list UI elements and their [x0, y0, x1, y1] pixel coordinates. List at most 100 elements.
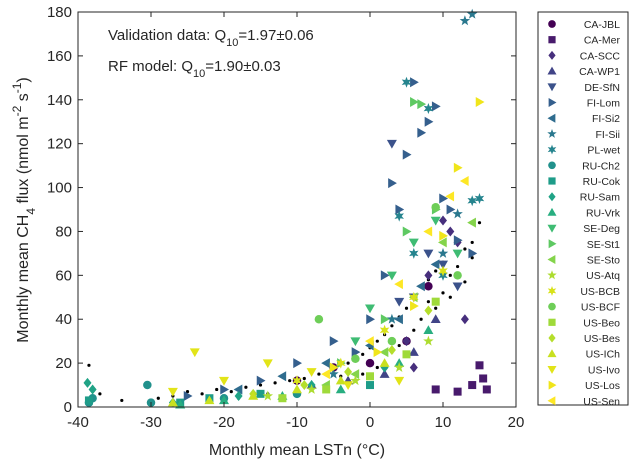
- point-us-atq: [262, 390, 274, 401]
- point-ca-scc: [439, 215, 447, 226]
- rf-model-point: [463, 247, 467, 251]
- legend-label-us-los: US-Los: [585, 380, 620, 392]
- point-ca-mer: [468, 381, 477, 390]
- legend-label-ru-cok: RU-Cok: [583, 176, 621, 188]
- plot-area: [78, 12, 516, 407]
- point-fi-lom: [329, 336, 339, 347]
- legend-label-fi-lom: FI-Lom: [587, 98, 621, 110]
- point-fi-lom: [351, 347, 361, 358]
- x-axis-label: Monthly mean LSTn (°C): [209, 442, 385, 459]
- legend-marker-de-sfn: [547, 83, 557, 92]
- point-se-deg: [452, 249, 463, 259]
- point-fi-lom: [256, 375, 266, 386]
- point-us-bcb: [379, 324, 390, 336]
- point-ca-mer: [453, 387, 462, 396]
- point-us-los: [453, 162, 463, 173]
- point-us-bcf: [387, 336, 397, 346]
- point-fi-lom: [402, 149, 412, 160]
- point-ca-mer: [479, 374, 488, 383]
- point-fi-lom: [380, 270, 390, 281]
- point-us-los: [410, 301, 419, 312]
- point-ca-wp1: [408, 347, 419, 356]
- annotation-validation-q10: Validation data: Q10=1.97±0.06: [108, 27, 314, 49]
- point-de-sfn: [452, 282, 463, 292]
- point-fi-lom: [446, 204, 456, 215]
- point-ca-scc: [409, 362, 418, 373]
- point-us-atq: [306, 383, 317, 394]
- rf-model-point: [361, 352, 365, 356]
- legend-marker-se-deg: [547, 224, 557, 233]
- point-us-sen: [423, 226, 433, 237]
- point-fi-lom: [366, 314, 375, 325]
- point-se-st1: [402, 226, 412, 237]
- x-tick-label: -40: [67, 414, 89, 431]
- point-us-bcb: [292, 375, 302, 387]
- point-ru-sam: [88, 384, 97, 395]
- rf-model-point: [448, 273, 452, 277]
- legend-marker-us-bcf: [548, 302, 556, 311]
- point-ru-vrk: [175, 399, 186, 409]
- point-us-beo: [322, 385, 331, 394]
- rf-model-point: [346, 361, 350, 365]
- point-ca-wp1: [430, 314, 441, 323]
- point-us-ich: [167, 397, 178, 407]
- point-us-ich: [379, 358, 390, 367]
- point-se-st1: [380, 314, 390, 325]
- legend-marker-us-sen: [547, 396, 556, 406]
- point-fi-lom: [410, 77, 419, 88]
- legend-marker-fi-lom: [548, 98, 557, 107]
- legend-label-ca-wp1: CA-WP1: [579, 66, 620, 78]
- legend-label-ca-mer: CA-Mer: [584, 35, 621, 47]
- rf-model-point: [419, 317, 423, 321]
- point-ca-mer: [482, 385, 491, 394]
- legend-marker-us-bes: [548, 333, 556, 343]
- point-fi-si2: [416, 281, 425, 292]
- point-se-sto: [350, 369, 360, 380]
- point-fi-sii: [459, 15, 471, 26]
- point-pl-wet: [467, 195, 477, 207]
- point-fi-si2: [233, 384, 243, 395]
- point-us-sen: [445, 191, 455, 202]
- point-us-ivo: [262, 359, 273, 369]
- point-fi-sii: [328, 368, 339, 379]
- rf-model-point: [317, 372, 321, 376]
- point-us-bcb: [438, 265, 448, 277]
- legend-marker-se-sto: [547, 255, 556, 264]
- legend-marker-ca-mer: [548, 36, 556, 44]
- point-us-ich: [204, 395, 215, 405]
- y-tick-label: 0: [64, 399, 72, 416]
- rf-model-point: [302, 376, 306, 381]
- legend-marker-ca-jbl: [548, 20, 556, 28]
- y-tick-label: 140: [47, 92, 72, 109]
- point-se-deg: [350, 337, 361, 347]
- y-axis-label: Monthly mean CH4 flux (nmol m-2 s-1): [10, 77, 38, 342]
- point-ru-cok: [366, 381, 374, 390]
- legend-label-ca-jbl: CA-JBL: [584, 19, 620, 31]
- rf-model-point: [120, 398, 124, 403]
- point-ca-jbl: [424, 282, 433, 291]
- point-us-ich: [335, 375, 346, 385]
- legend-label-us-atq: US-Atq: [586, 270, 620, 282]
- point-se-st1: [410, 96, 419, 107]
- rf-model-point: [456, 264, 460, 269]
- legend-label-se-sto: SE-Sto: [587, 255, 620, 267]
- point-fi-lom: [293, 358, 302, 369]
- legend-label-us-bcf: US-BCF: [581, 302, 620, 314]
- rf-model-point: [470, 256, 474, 260]
- point-fi-lom: [388, 178, 397, 189]
- legend-marker-ca-wp1: [547, 66, 557, 75]
- y-tick-label: 20: [55, 355, 72, 372]
- rf-model-point: [156, 396, 160, 400]
- point-ru-cok: [256, 389, 265, 398]
- point-ca-mer: [431, 385, 440, 394]
- point-ca-wp1: [379, 369, 390, 378]
- point-ru-vrk: [335, 384, 346, 394]
- rf-model-point: [215, 387, 219, 392]
- point-fi-lom: [439, 193, 448, 204]
- rf-model-point: [448, 295, 452, 299]
- rf-model-point: [397, 343, 401, 348]
- point-us-bes: [300, 380, 309, 391]
- legend-marker-ru-ch2: [548, 161, 556, 170]
- point-ru-cok: [84, 396, 93, 405]
- legend-label-de-sfn: DE-SfN: [584, 82, 620, 94]
